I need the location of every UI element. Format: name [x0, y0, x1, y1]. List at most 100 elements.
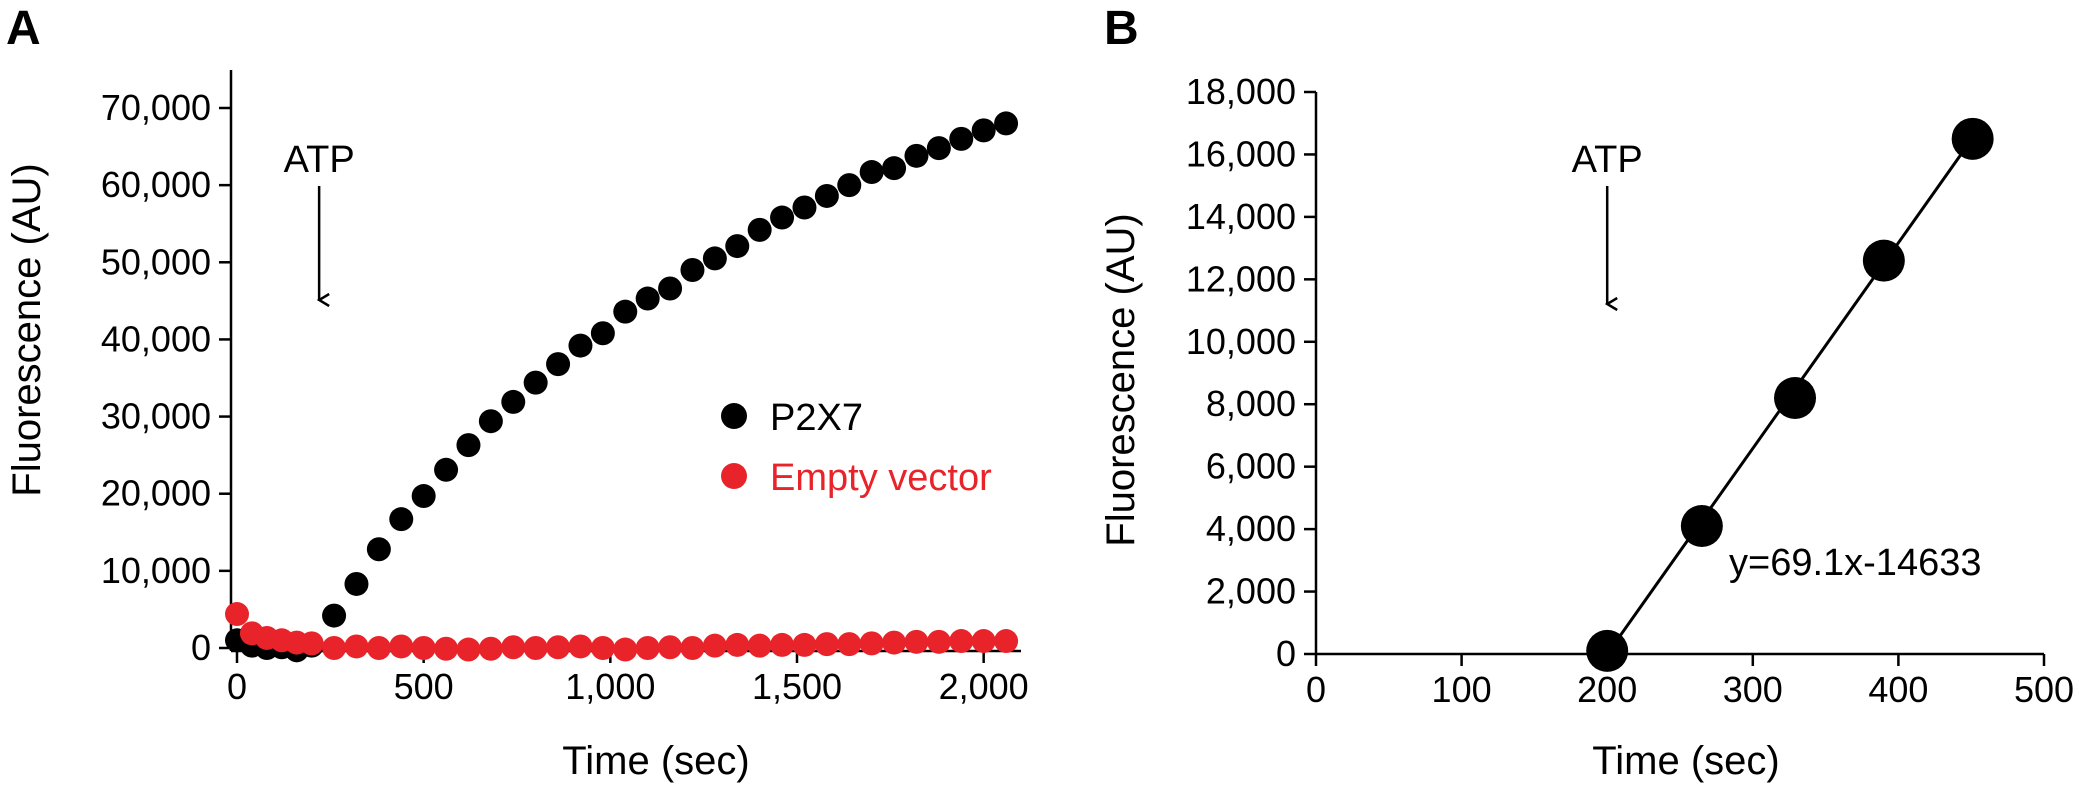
panel-a-point-empty-vector: [434, 636, 459, 661]
panel-b-point-series: [1680, 504, 1723, 547]
panel-b-y-tick-label: 10,000: [1186, 321, 1296, 362]
panel-a-point-empty-vector: [814, 632, 839, 657]
panel-a-point-empty-vector: [225, 602, 249, 627]
panel-a-point-empty-vector: [882, 630, 907, 655]
panel-b-y-tick-label: 4,000: [1206, 508, 1296, 549]
panel-a-point-empty-vector: [926, 629, 951, 654]
panel-a-label: A: [6, 2, 41, 55]
panel-b-y-tick-label: 2,000: [1206, 571, 1296, 612]
panel-a-atp-annotation: ATP: [284, 139, 355, 300]
panel-b-axes: 0 100 200 300 400 500 0 2,000 4,000 6,000 8,000 10,…: [1186, 71, 2074, 710]
panel-a-point-empty-vector: [859, 631, 884, 656]
panel-a-y-tick-label: 0: [191, 627, 211, 668]
panel-a-point-empty-vector: [792, 632, 817, 657]
panel-a-point-p2x7: [501, 389, 526, 414]
panel-a-point-empty-vector: [680, 636, 705, 660]
panel-a-point-empty-vector: [478, 636, 503, 661]
panel-a-point-p2x7: [702, 246, 727, 271]
panel-a-point-empty-vector: [456, 637, 481, 662]
panel-b-y-tick-label: 14,000: [1186, 196, 1296, 237]
panel-a-point-empty-vector: [658, 635, 683, 660]
panel-a-y-tick-label: 40,000: [101, 318, 211, 359]
panel-a-point-p2x7: [770, 205, 795, 230]
panel-a-point-p2x7: [568, 333, 593, 358]
panel-a-point-p2x7: [546, 352, 571, 377]
panel-b-y-tick-label: 0: [1276, 633, 1296, 674]
panel-a-point-p2x7: [971, 118, 996, 143]
panel-a-point-empty-vector: [501, 635, 526, 660]
panel-b-points: [1586, 117, 1994, 672]
panel-a-x-axis-title: Time (sec): [562, 739, 749, 783]
panel-a-point-p2x7: [658, 276, 683, 301]
panel-a-point-p2x7: [456, 433, 481, 458]
panel-a-point-p2x7: [949, 126, 974, 151]
panel-b-x-tick-label: 500: [2014, 669, 2074, 710]
panel-b-atp-label: ATP: [1572, 139, 1643, 181]
panel-a-point-p2x7: [859, 160, 884, 185]
panel-b-label: B: [1104, 2, 1139, 55]
panel-a-y-tick-label: 10,000: [101, 550, 211, 591]
panel-a-point-p2x7: [725, 234, 750, 259]
panel-a-axes: 0 500 1,000 1,500 2,000 0 10,000 20,000 30,000 40…: [101, 70, 1029, 707]
panel-a-point-empty-vector: [770, 632, 795, 657]
panel-b-chart: B 0 100 200 300 400 500 0 2,000 4,000 6,000 8,000 1…: [1099, 2, 2074, 783]
panel-a-x-tick-label: 0: [227, 666, 247, 707]
panel-b-y-tick-label: 16,000: [1186, 133, 1296, 174]
panel-b-point-series: [1774, 376, 1817, 419]
legend-p2x7-label: P2X7: [770, 397, 863, 439]
panel-a-legend: P2X7 Empty vector: [721, 397, 992, 499]
panel-a-point-p2x7: [613, 299, 638, 324]
panel-b-x-tick-label: 100: [1432, 669, 1492, 710]
panel-b-y-tick-label: 6,000: [1206, 446, 1296, 487]
panel-a-point-p2x7: [926, 136, 951, 161]
panel-a-point-empty-vector: [523, 636, 548, 660]
panel-a-point-p2x7: [635, 286, 660, 311]
panel-a-point-p2x7: [366, 537, 391, 562]
panel-a-point-p2x7: [590, 321, 615, 346]
panel-a-point-empty-vector: [546, 635, 571, 660]
panel-a-point-p2x7: [814, 183, 839, 208]
panel-a-point-empty-vector: [837, 632, 862, 657]
panel-b-y-tick-label: 12,000: [1186, 258, 1296, 299]
panel-a-point-p2x7: [747, 217, 772, 242]
panel-a-point-p2x7: [994, 111, 1019, 136]
panel-a-point-empty-vector: [971, 629, 996, 654]
panel-a-point-empty-vector: [994, 629, 1019, 654]
panel-a-point-empty-vector: [747, 633, 772, 658]
panel-a-point-p2x7: [882, 156, 907, 181]
panel-a-y-tick-label: 60,000: [101, 164, 211, 205]
panel-a-x-tick-label: 1,500: [752, 666, 842, 707]
panel-a-points: [225, 111, 1019, 663]
panel-a-point-p2x7: [478, 409, 503, 434]
legend-empty-vector-marker: [721, 463, 747, 489]
panel-a-x-tick-label: 2,000: [939, 666, 1029, 707]
panel-a-point-p2x7: [904, 143, 929, 168]
panel-a-y-axis-title: Fluorescence (AU): [5, 163, 49, 496]
panel-b-x-axis-title: Time (sec): [1592, 739, 1779, 783]
panel-b-point-series: [1586, 629, 1629, 672]
panel-a-point-empty-vector: [344, 634, 369, 659]
panel-a-point-empty-vector: [635, 636, 660, 660]
panel-a-point-empty-vector: [702, 633, 727, 658]
panel-b-y-tick-label: 8,000: [1206, 383, 1296, 424]
panel-a-point-p2x7: [792, 195, 817, 220]
panel-b-y-axis-title: Fluorescence (AU): [1099, 213, 1143, 546]
panel-a-point-p2x7: [389, 507, 414, 532]
panel-a-point-empty-vector: [299, 631, 324, 656]
panel-b-atp-annotation: ATP: [1572, 139, 1643, 304]
panel-a-point-empty-vector: [904, 629, 929, 654]
panel-a-point-p2x7: [322, 603, 347, 628]
panel-a-point-empty-vector: [322, 636, 347, 660]
panel-a-point-empty-vector: [590, 636, 615, 660]
panel-b-x-tick-label: 0: [1306, 669, 1326, 710]
legend-empty-vector-label: Empty vector: [770, 457, 992, 499]
panel-a-point-p2x7: [411, 484, 436, 509]
panel-a-point-empty-vector: [366, 636, 391, 660]
panel-b-x-tick-label: 400: [1868, 669, 1928, 710]
panel-a-point-empty-vector: [613, 637, 638, 662]
panel-a-point-p2x7: [344, 571, 369, 596]
panel-a-point-p2x7: [434, 457, 459, 482]
panel-a-y-tick-label: 70,000: [101, 87, 211, 128]
panel-a-point-empty-vector: [411, 636, 436, 660]
